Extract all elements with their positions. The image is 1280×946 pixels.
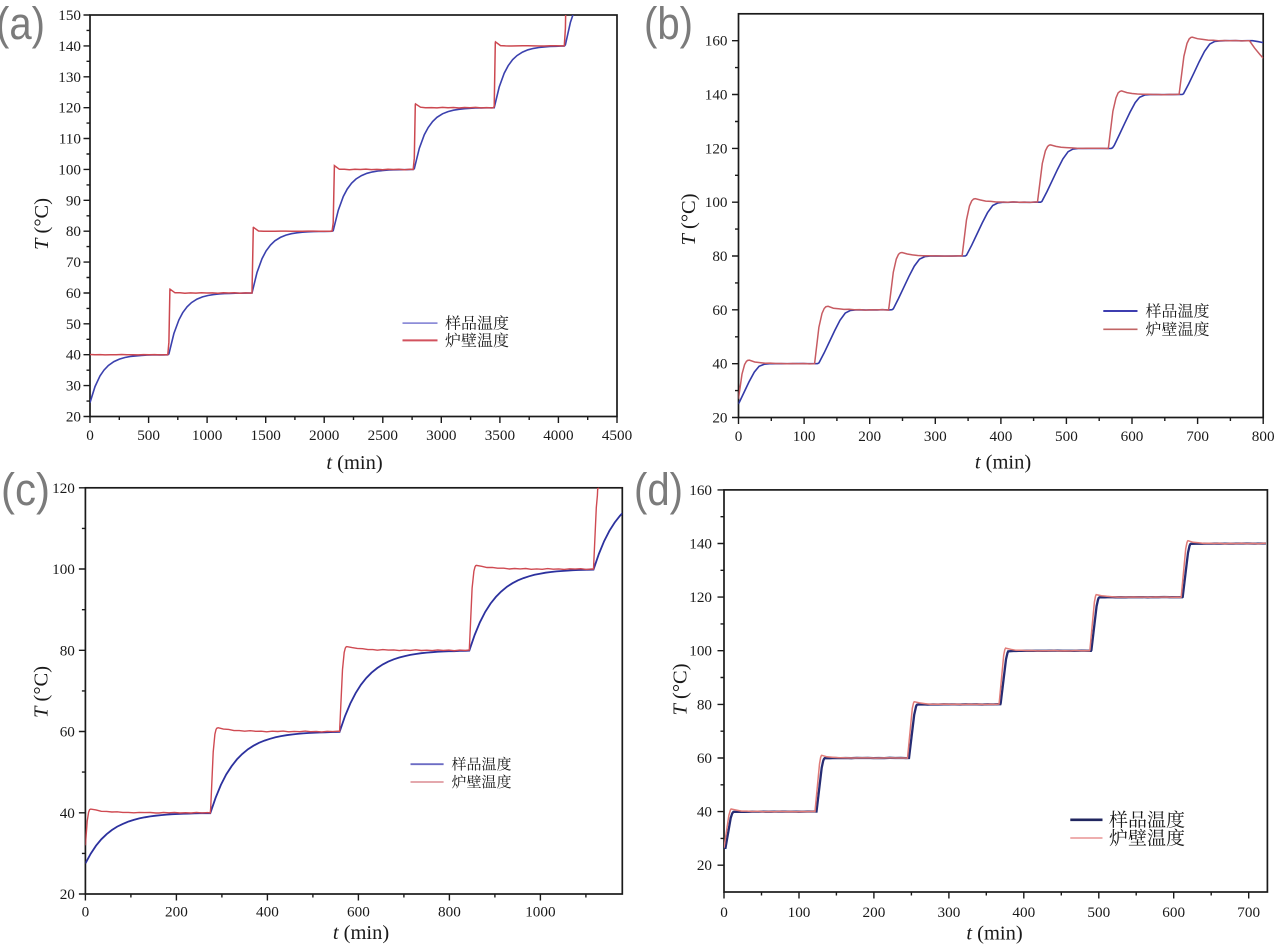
svg-text:600: 600 (1121, 428, 1144, 445)
svg-text:100: 100 (58, 161, 81, 178)
svg-text:3000: 3000 (426, 427, 457, 444)
svg-text:80: 80 (697, 696, 713, 713)
svg-text:40: 40 (66, 347, 82, 364)
svg-text:20: 20 (66, 409, 82, 426)
svg-text:T (°C): T (°C) (31, 198, 53, 250)
svg-text:1000: 1000 (525, 904, 556, 921)
svg-text:300: 300 (924, 428, 947, 445)
svg-text:1000: 1000 (192, 427, 223, 444)
svg-text:50: 50 (66, 316, 82, 333)
svg-text:20: 20 (60, 886, 76, 903)
svg-text:t (min): t (min) (333, 922, 389, 944)
svg-text:20: 20 (697, 857, 713, 874)
svg-text:2500: 2500 (368, 427, 399, 444)
svg-text:400: 400 (256, 904, 279, 921)
svg-text:4500: 4500 (602, 427, 633, 444)
svg-text:70: 70 (66, 254, 82, 271)
svg-text:60: 60 (60, 724, 76, 741)
svg-text:0: 0 (86, 427, 94, 444)
svg-text:(b): (b) (644, 0, 693, 49)
svg-text:40: 40 (60, 805, 76, 822)
svg-text:40: 40 (712, 356, 728, 373)
svg-text:500: 500 (1087, 904, 1110, 921)
svg-text:110: 110 (59, 131, 82, 148)
svg-text:2000: 2000 (309, 427, 340, 444)
svg-text:80: 80 (66, 223, 82, 240)
svg-text:60: 60 (66, 285, 82, 302)
svg-text:200: 200 (863, 904, 886, 921)
svg-text:120: 120 (52, 480, 75, 497)
svg-text:100: 100 (793, 428, 816, 445)
svg-text:3500: 3500 (485, 427, 516, 444)
svg-text:60: 60 (712, 302, 728, 319)
svg-text:130: 130 (58, 69, 81, 86)
svg-text:120: 120 (689, 589, 712, 606)
svg-text:700: 700 (1186, 428, 1209, 445)
svg-text:150: 150 (58, 7, 81, 24)
svg-text:800: 800 (1252, 428, 1275, 445)
svg-text:100: 100 (689, 643, 712, 660)
svg-text:100: 100 (788, 904, 811, 921)
svg-text:100: 100 (705, 194, 728, 211)
svg-text:1500: 1500 (251, 427, 282, 444)
svg-text:60: 60 (697, 750, 713, 767)
svg-text:t (min): t (min) (326, 452, 382, 474)
svg-text:140: 140 (705, 87, 728, 104)
svg-text:160: 160 (689, 482, 712, 499)
svg-text:160: 160 (705, 33, 728, 50)
svg-text:0: 0 (735, 428, 743, 445)
svg-text:T (°C): T (°C) (678, 193, 700, 245)
svg-text:140: 140 (58, 38, 81, 55)
svg-text:(c): (c) (1, 464, 50, 515)
svg-text:0: 0 (82, 904, 90, 921)
svg-text:600: 600 (1162, 904, 1185, 921)
svg-text:(a): (a) (0, 0, 45, 49)
svg-text:20: 20 (712, 410, 728, 427)
svg-text:30: 30 (66, 378, 82, 395)
svg-text:0: 0 (720, 904, 728, 921)
svg-text:80: 80 (60, 642, 76, 659)
svg-text:700: 700 (1237, 904, 1260, 921)
svg-text:T (°C): T (°C) (670, 663, 692, 715)
svg-text:T (°C): T (°C) (31, 666, 53, 718)
svg-text:90: 90 (66, 192, 82, 209)
svg-text:100: 100 (52, 561, 75, 578)
svg-text:300: 300 (938, 904, 961, 921)
svg-text:(d): (d) (634, 464, 683, 515)
svg-text:500: 500 (137, 427, 160, 444)
svg-text:400: 400 (1012, 904, 1035, 921)
svg-text:t (min): t (min) (966, 923, 1022, 945)
svg-text:80: 80 (712, 248, 728, 265)
svg-text:200: 200 (858, 428, 881, 445)
svg-text:800: 800 (438, 904, 461, 921)
svg-text:40: 40 (697, 804, 713, 821)
svg-text:120: 120 (705, 140, 728, 157)
svg-text:400: 400 (990, 428, 1013, 445)
svg-text:140: 140 (689, 536, 712, 553)
svg-text:t (min): t (min) (975, 452, 1031, 474)
svg-text:200: 200 (165, 904, 188, 921)
svg-text:500: 500 (1055, 428, 1078, 445)
svg-text:4000: 4000 (543, 427, 574, 444)
svg-text:600: 600 (347, 904, 370, 921)
svg-text:120: 120 (58, 100, 81, 117)
